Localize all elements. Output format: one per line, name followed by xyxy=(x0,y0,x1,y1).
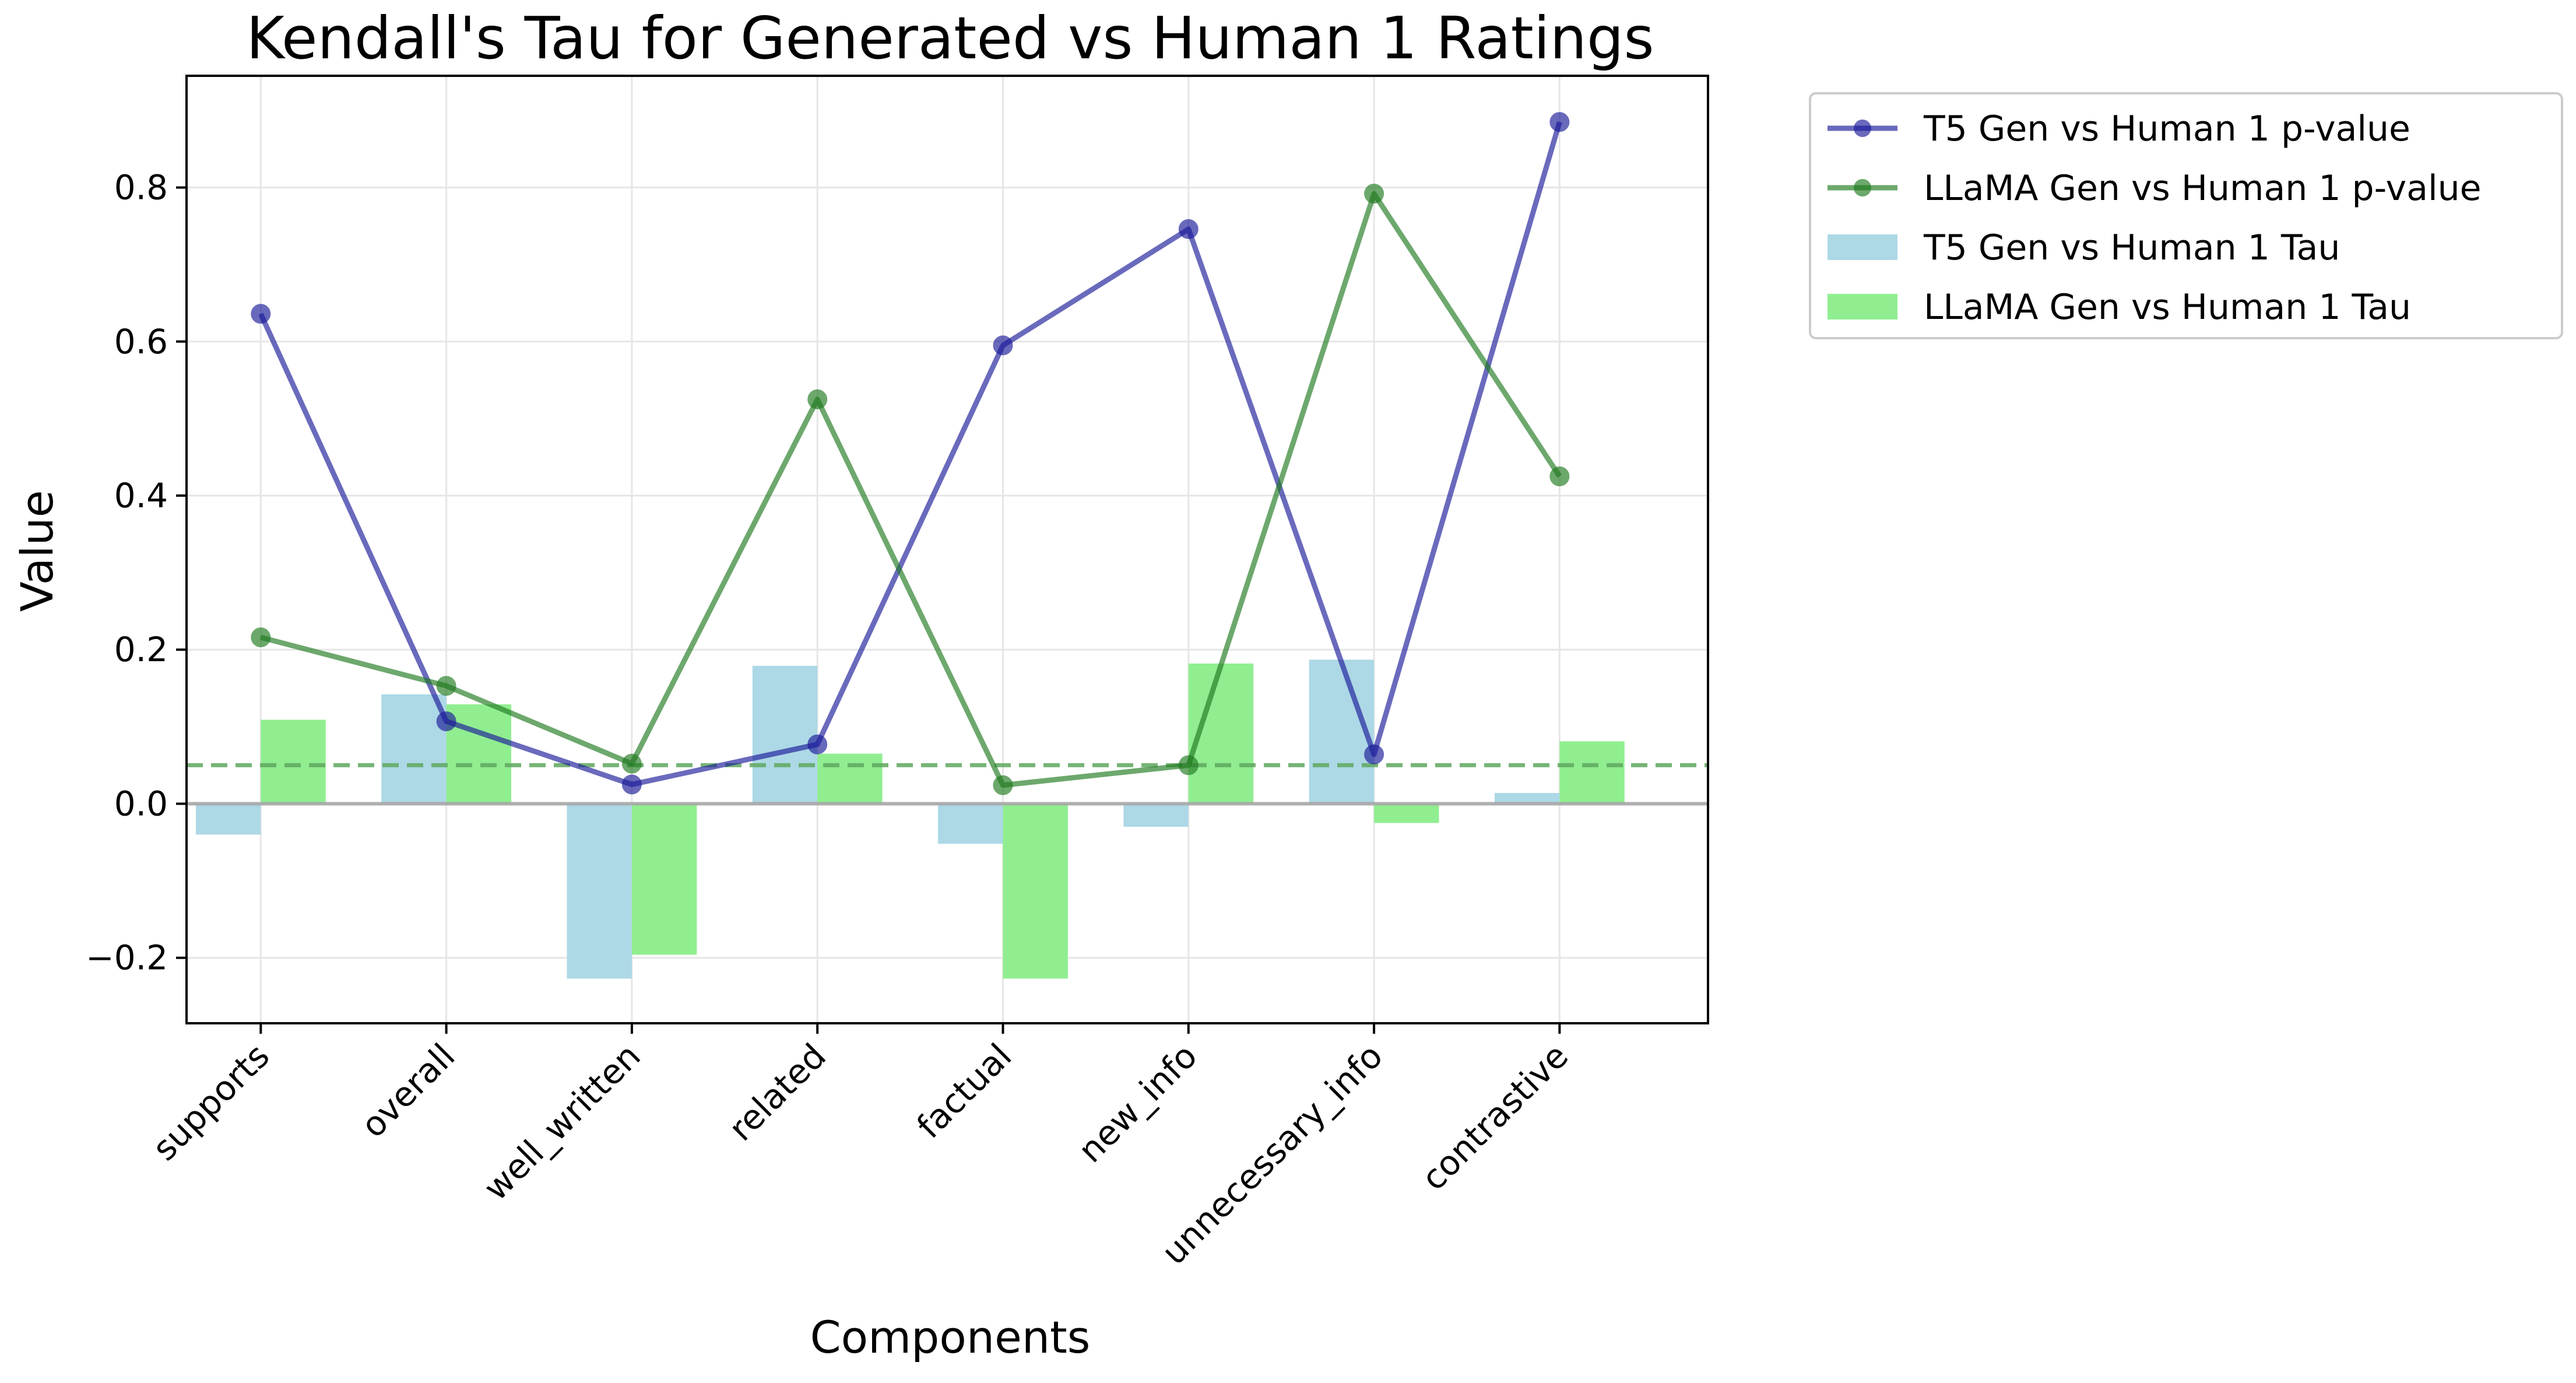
bar-llama-tau xyxy=(817,753,883,804)
legend-item: T5 Gen vs Human 1 Tau xyxy=(1828,227,2340,268)
legend-label: T5 Gen vs Human 1 p-value xyxy=(1923,108,2410,149)
series-line-t5-pvalue xyxy=(258,121,1562,787)
legend-item: LLaMA Gen vs Human 1 p-value xyxy=(1828,168,2482,209)
point-llama-pvalue xyxy=(251,627,271,648)
bar-t5-tau xyxy=(1123,803,1189,827)
x-tick-label: supports xyxy=(145,1036,277,1168)
bar-llama-tau xyxy=(1559,741,1625,804)
point-llama-pvalue xyxy=(993,775,1013,795)
chart-title: Kendall's Tau for Generated vs Human 1 R… xyxy=(246,4,1654,72)
legend-label: T5 Gen vs Human 1 Tau xyxy=(1923,227,2340,268)
bar-llama-tau xyxy=(1374,803,1439,823)
legend-item: LLaMA Gen vs Human 1 Tau xyxy=(1828,287,2411,328)
x-tick-label: related xyxy=(721,1036,834,1149)
y-axis-title: Value xyxy=(11,490,63,612)
point-llama-pvalue xyxy=(621,753,642,774)
bar-t5-tau xyxy=(1494,792,1560,804)
bar-t5-tau xyxy=(381,694,447,804)
y-tick-label: 0.6 xyxy=(114,322,168,361)
point-llama-pvalue xyxy=(436,676,456,696)
y-tick-label: −0.2 xyxy=(86,938,168,978)
bar-t5-tau xyxy=(938,803,1003,844)
y-tick-label: 0.4 xyxy=(114,476,168,515)
legend-swatch-bar xyxy=(1828,294,1897,320)
x-tick-label: factual xyxy=(909,1036,1020,1146)
point-llama-pvalue xyxy=(1549,466,1570,486)
legend-label: LLaMA Gen vs Human 1 Tau xyxy=(1924,287,2411,328)
point-t5-pvalue xyxy=(1364,744,1384,764)
y-tick-label: 0.0 xyxy=(114,784,168,823)
point-llama-pvalue xyxy=(1178,755,1199,775)
bar-llama-tau xyxy=(446,704,512,804)
series-line-llama-pvalue xyxy=(260,191,1562,788)
bar-t5-tau xyxy=(1309,659,1375,804)
bar-llama-tau xyxy=(261,719,326,804)
y-tick-label: 0.2 xyxy=(114,630,168,669)
point-t5-pvalue xyxy=(1178,219,1199,239)
bar-t5-tau xyxy=(567,803,632,979)
point-llama-pvalue xyxy=(1364,184,1384,204)
bar-llama-tau xyxy=(631,803,697,955)
bar-llama-tau xyxy=(1003,803,1068,979)
point-llama-pvalue xyxy=(807,389,828,409)
x-tick-label: contrastive xyxy=(1414,1036,1576,1198)
x-tick-label: overall xyxy=(353,1036,462,1145)
bar-t5-tau xyxy=(752,665,818,804)
legend: T5 Gen vs Human 1 p-value LLaMA Gen vs Hu… xyxy=(1809,92,2563,339)
legend-box xyxy=(1809,92,2563,339)
plot-frame xyxy=(185,75,1709,1024)
point-t5-pvalue xyxy=(993,335,1013,356)
x-tick-label: new_info xyxy=(1070,1036,1204,1170)
legend-swatch-bar xyxy=(1828,234,1897,260)
legend-item: T5 Gen vs Human 1 p-value xyxy=(1828,108,2410,149)
x-axis-title: Components xyxy=(810,1311,1091,1363)
legend-label: LLaMA Gen vs Human 1 p-value xyxy=(1924,168,2482,209)
point-t5-pvalue xyxy=(251,304,271,324)
legend-swatch-marker xyxy=(1854,179,1871,196)
x-tick-label: well_written xyxy=(476,1036,648,1208)
y-tick-label: 0.8 xyxy=(114,168,168,208)
point-t5-pvalue xyxy=(436,711,456,732)
bar-t5-tau xyxy=(195,803,261,835)
point-t5-pvalue xyxy=(1549,112,1570,132)
point-t5-pvalue xyxy=(807,734,828,754)
point-t5-pvalue xyxy=(621,774,642,795)
legend-swatch-marker xyxy=(1854,120,1871,137)
plot-area: −0.2 0.0 0.2 0.4 0.6 0.8 supports overall well_w… xyxy=(86,75,1709,1272)
